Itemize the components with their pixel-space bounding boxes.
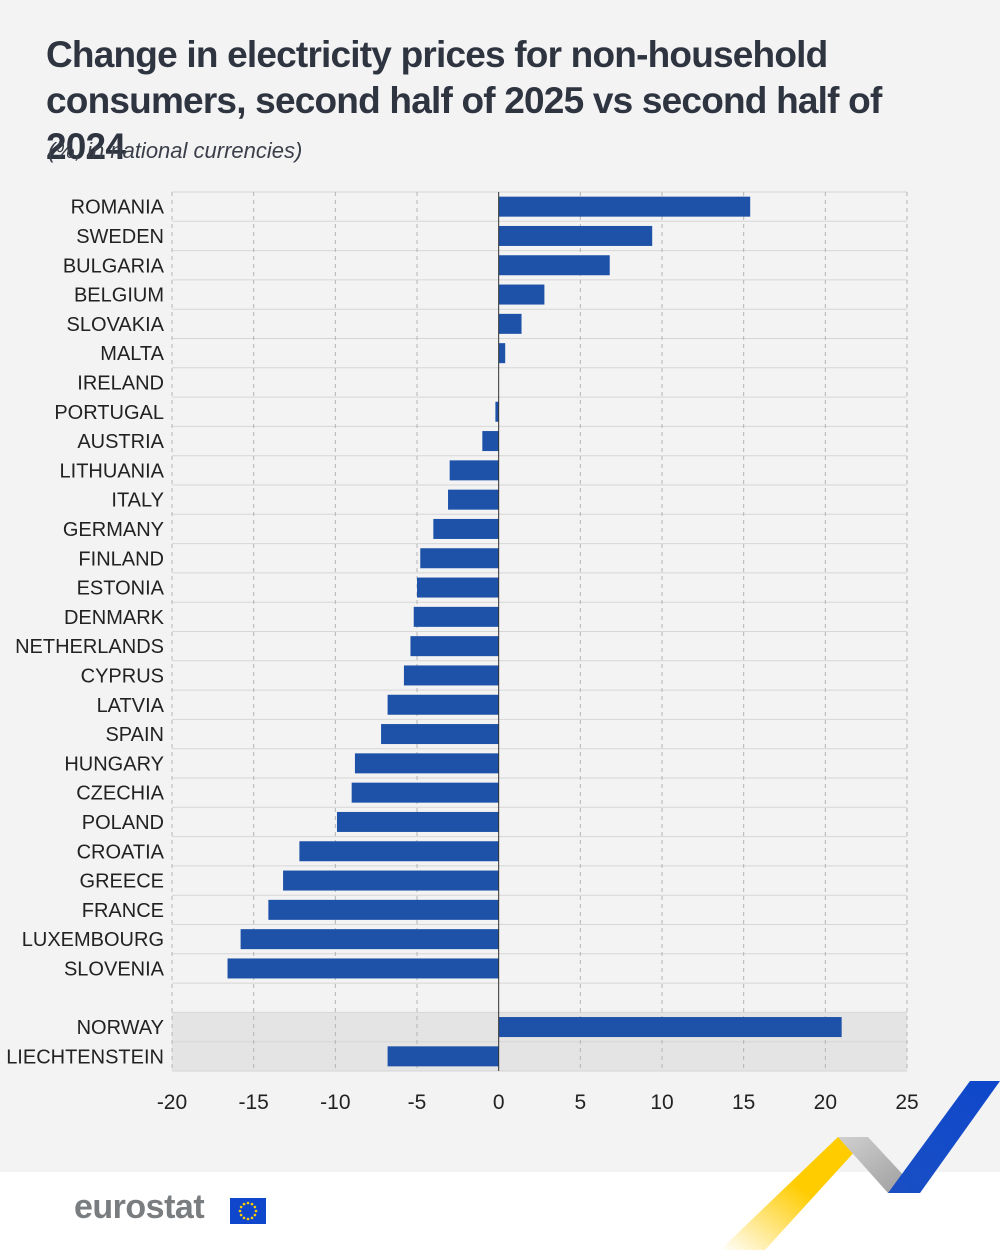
category-label: AUSTRIA xyxy=(77,431,164,453)
category-label: LUXEMBOURG xyxy=(22,929,164,951)
category-label: HUNGARY xyxy=(64,753,164,775)
bar xyxy=(403,665,499,686)
bar xyxy=(498,225,653,246)
bar xyxy=(351,782,499,803)
bar xyxy=(381,724,499,745)
x-tick-label: -5 xyxy=(408,1091,427,1114)
x-tick-label: 10 xyxy=(650,1091,673,1114)
bar xyxy=(354,753,499,774)
bar xyxy=(227,958,499,979)
bar xyxy=(283,870,499,891)
bar xyxy=(336,811,499,832)
eurostat-logo: eurostat xyxy=(74,1188,205,1226)
bar xyxy=(448,489,499,510)
bar xyxy=(433,518,499,539)
chart-title: Change in electricity prices for non-hou… xyxy=(46,34,882,167)
bar xyxy=(498,196,751,217)
category-label: IRELAND xyxy=(77,372,164,394)
category-label: NORWAY xyxy=(77,1017,164,1039)
bar xyxy=(387,1046,499,1067)
category-label: SLOVENIA xyxy=(64,958,165,980)
x-tick-label: -10 xyxy=(320,1091,350,1114)
x-tick-label: 15 xyxy=(732,1091,755,1114)
bar xyxy=(268,899,499,920)
category-label: LITHUANIA xyxy=(60,460,165,482)
category-label: GERMANY xyxy=(63,519,164,541)
category-label: ROMANIA xyxy=(71,197,165,219)
x-tick-label: -20 xyxy=(157,1091,187,1114)
bar xyxy=(449,460,499,481)
category-label: BELGIUM xyxy=(74,285,164,307)
category-label: CROATIA xyxy=(77,841,165,863)
category-label: SWEDEN xyxy=(76,226,164,248)
x-tick-label: 0 xyxy=(493,1091,505,1114)
category-label: LIECHTENSTEIN xyxy=(6,1046,164,1068)
bar xyxy=(410,636,499,657)
footer-band xyxy=(0,1172,1000,1250)
x-tick-label: -15 xyxy=(238,1091,268,1114)
category-label: FRANCE xyxy=(82,900,164,922)
eu-flag-icon xyxy=(230,1198,266,1224)
x-tick-label: 25 xyxy=(895,1091,918,1114)
decorative-swoosh xyxy=(720,1081,1000,1250)
bar xyxy=(420,548,499,569)
bar xyxy=(413,606,499,627)
bar xyxy=(495,401,499,422)
bar xyxy=(240,929,499,950)
category-label: FINLAND xyxy=(78,548,164,570)
bar xyxy=(498,255,610,276)
category-label: SPAIN xyxy=(105,724,164,746)
category-label: POLAND xyxy=(82,812,164,834)
category-label: CZECHIA xyxy=(76,783,164,805)
category-label: BULGARIA xyxy=(63,255,165,277)
bar xyxy=(498,284,545,305)
x-tick-label: 20 xyxy=(814,1091,837,1114)
bar xyxy=(417,577,499,598)
x-tick-label: 5 xyxy=(574,1091,586,1114)
category-label: CYPRUS xyxy=(81,665,164,687)
category-label: NETHERLANDS xyxy=(15,636,164,658)
category-label: ITALY xyxy=(111,490,164,512)
chart-subtitle: (%, in national currencies) xyxy=(48,138,303,163)
bar xyxy=(498,343,506,364)
category-label: MALTA xyxy=(100,343,164,365)
category-label: LATVIA xyxy=(97,695,165,717)
bar xyxy=(498,313,522,334)
bar xyxy=(498,1017,842,1038)
category-label: SLOVAKIA xyxy=(67,314,165,336)
category-label: ESTONIA xyxy=(77,578,165,600)
bar xyxy=(387,694,499,715)
category-label: PORTUGAL xyxy=(54,402,164,424)
bar-chart: ROMANIA SWEDEN BULGARIA BELGIUM SLOVAKIA MALT… xyxy=(6,191,919,1114)
bar xyxy=(482,431,499,452)
bar xyxy=(299,841,499,862)
category-label: DENMARK xyxy=(64,607,165,629)
category-label: GREECE xyxy=(80,871,164,893)
